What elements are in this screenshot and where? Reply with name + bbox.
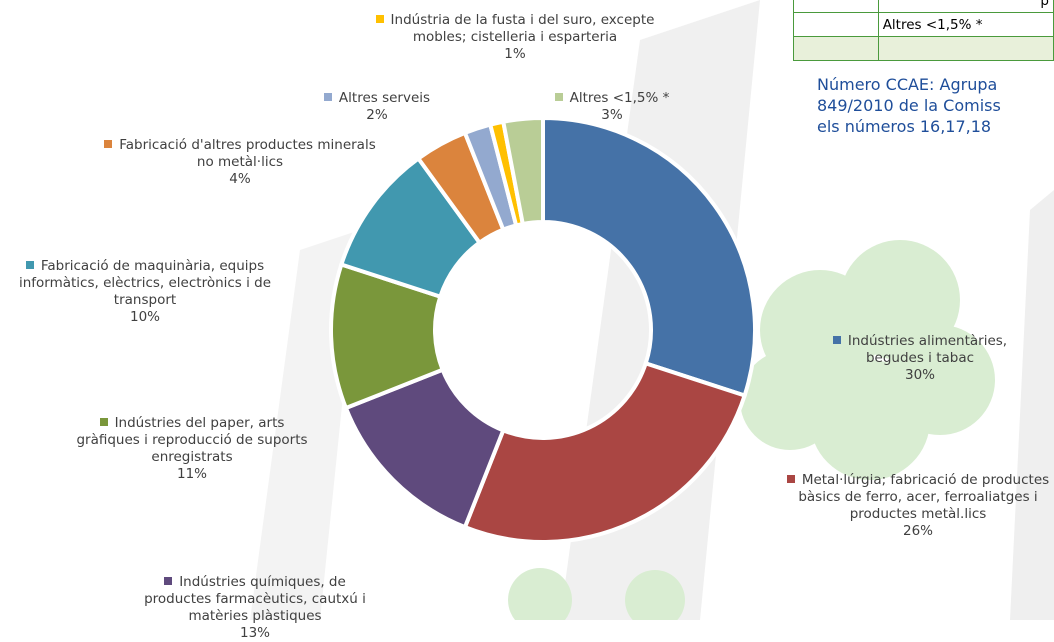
data-label: Indústries alimentàries, begudes i tabac…: [805, 333, 1035, 384]
legend-swatch: [786, 475, 795, 483]
table-row: Altres <1,5% *: [793, 12, 1054, 37]
table-cell: [793, 36, 879, 61]
legend-swatch: [323, 93, 332, 101]
percent: 26%: [902, 523, 933, 539]
category-name: Indústries alimentàries, begudes i tabac: [847, 333, 1008, 366]
data-label: Fabricació d'altres productes minerals n…: [100, 137, 380, 188]
legend-swatch: [375, 15, 384, 23]
legend-swatch: [164, 577, 173, 585]
legend-swatch: [554, 93, 563, 101]
table-cell: [877, 36, 1054, 61]
category-name: Altres <1,5% *: [569, 90, 670, 106]
data-label: Metal·lúrgia; fabricació de productes bà…: [783, 472, 1053, 540]
table-row: p: [793, 0, 1054, 13]
percent: 2%: [366, 107, 388, 123]
segment: [500, 115, 545, 227]
percent: 4%: [229, 171, 251, 187]
percent: 3%: [601, 107, 623, 123]
table-cell: [793, 12, 879, 37]
percent: 30%: [904, 367, 935, 383]
page: {"chart_data": {"type": "donut", "catego…: [10, 0, 1054, 641]
percent: 13%: [239, 625, 270, 641]
data-label: Indústries del paper, arts gràfiques i r…: [72, 415, 312, 483]
legend-swatch: [832, 336, 841, 344]
category-name: Metal·lúrgia; fabricació de productes bà…: [798, 472, 1050, 522]
percent: 10%: [129, 309, 160, 325]
segment: [462, 360, 748, 544]
legend-swatch: [25, 261, 34, 269]
table-cell: [793, 0, 879, 13]
category-name: Altres serveis: [338, 90, 431, 106]
note-line: Número CCAE: Agrupa: [817, 75, 998, 94]
category-name: Fabricació de maquinària, equips informà…: [18, 258, 272, 308]
data-label: Indústries químiques, de productes farma…: [130, 574, 380, 642]
legend-swatch: [104, 140, 113, 148]
table-cell: p: [877, 0, 1054, 13]
data-label: Altres <1,5% * 3%: [532, 90, 692, 124]
note-line: 849/2010 de la Comiss: [817, 96, 1001, 115]
chart: [331, 115, 757, 544]
table-row: [793, 36, 1054, 61]
data-label: Fabricació de maquinària, equips informà…: [10, 258, 280, 326]
percent: 11%: [176, 466, 207, 482]
note-line: els números 16,17,18: [817, 117, 992, 136]
category-name: Fabricació d'altres productes minerals n…: [119, 137, 376, 170]
category-name: Indústries del paper, arts gràfiques i r…: [76, 415, 308, 465]
table-cell: Altres <1,5% *: [877, 12, 1054, 37]
category-name: Indústries químiques, de productes farma…: [144, 574, 366, 624]
legend-swatch: [99, 418, 108, 426]
note: Número CCAE: Agrupa 849/2010 de la Comiss…: [817, 74, 1001, 137]
category-name: Indústria de la fusta i del suro, except…: [390, 12, 655, 45]
data-label: Indústria de la fusta i del suro, except…: [365, 12, 665, 63]
segment: [541, 115, 757, 399]
data-label: Altres serveis 2%: [317, 90, 437, 124]
table: p Altres <1,5% *: [793, 0, 1054, 61]
percent: 1%: [504, 46, 526, 62]
